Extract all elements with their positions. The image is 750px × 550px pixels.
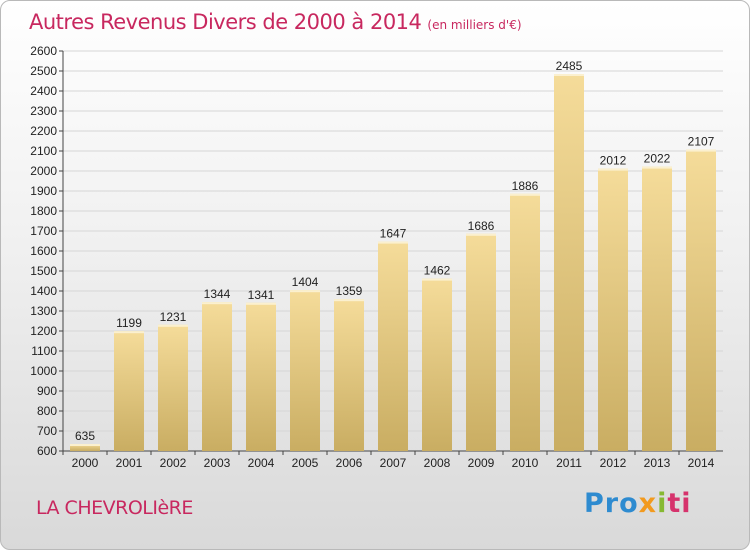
- value-label: 1359: [336, 284, 363, 298]
- bar: [378, 241, 408, 451]
- y-tick-label: 1200: [30, 324, 57, 338]
- bar-top-highlight: [686, 149, 716, 152]
- bar: [642, 166, 672, 451]
- bar: [510, 193, 540, 452]
- bar-top-highlight: [70, 444, 100, 446]
- bar: [202, 302, 232, 451]
- bar-top-highlight: [422, 278, 452, 281]
- title-text: Autres Revenus Divers de 2000 à 2014: [29, 10, 422, 34]
- x-tick-label: 2010: [512, 456, 539, 470]
- bar-top-highlight: [114, 331, 144, 334]
- x-tick-label: 2002: [160, 456, 187, 470]
- x-tick-label: 2013: [644, 456, 671, 470]
- logo-part-1: Pro: [584, 488, 639, 519]
- x-tick-label: 2001: [116, 456, 143, 470]
- bar-top-highlight: [642, 166, 672, 169]
- y-tick-label: 1600: [30, 244, 57, 258]
- logo-part-4: ti: [667, 488, 692, 519]
- bar-top-highlight: [510, 193, 540, 196]
- bar-top-highlight: [466, 233, 496, 236]
- bar-top-highlight: [554, 74, 584, 76]
- bar: [598, 168, 628, 451]
- bar: [158, 324, 188, 451]
- x-tick-label: 2008: [424, 456, 451, 470]
- place-name: LA CHEVROLIèRE: [36, 497, 193, 519]
- chart-title: Autres Revenus Divers de 2000 à 2014 (en …: [29, 10, 522, 34]
- x-tick-label: 2004: [248, 456, 275, 470]
- bar-top-highlight: [290, 290, 320, 293]
- x-tick-label: 2014: [688, 456, 715, 470]
- bar: [114, 331, 144, 451]
- y-tick-label: 800: [37, 404, 57, 418]
- bar: [334, 299, 364, 451]
- y-tick-label: 1500: [30, 264, 57, 278]
- value-label: 1886: [512, 179, 539, 193]
- x-tick-label: 2003: [204, 456, 231, 470]
- value-label: 635: [75, 429, 95, 443]
- y-tick-label: 2200: [30, 124, 57, 138]
- value-labels: 635 1199 1231 1344 1341 1404 1359 1647 1462 1686 1…: [75, 59, 715, 443]
- x-tick-label: 2009: [468, 456, 495, 470]
- value-label: 1462: [424, 264, 451, 278]
- value-label: 1341: [248, 288, 275, 302]
- y-tick-label: 1700: [30, 224, 57, 238]
- bar: [466, 233, 496, 451]
- y-tick-label: 1900: [30, 184, 57, 198]
- x-tick-label: 2007: [380, 456, 407, 470]
- x-tick-label: 2012: [600, 456, 627, 470]
- x-tick-label: 2000: [72, 456, 99, 470]
- y-tick-label: 2000: [30, 164, 57, 178]
- value-label: 1686: [468, 219, 495, 233]
- y-tick-label: 1800: [30, 204, 57, 218]
- bar: [246, 302, 276, 451]
- value-label: 1344: [204, 287, 231, 301]
- y-tick-label: 2100: [30, 144, 57, 158]
- bar-top-highlight: [334, 299, 364, 302]
- bar-top-highlight: [598, 168, 628, 171]
- bar: [70, 444, 100, 451]
- logo-part-3: i: [657, 488, 668, 519]
- x-tick-label: 2011: [556, 456, 582, 470]
- value-label: 2012: [600, 154, 627, 168]
- y-tick-label: 1100: [31, 344, 57, 358]
- value-label: 2107: [688, 135, 715, 149]
- y-tick-label: 1400: [30, 284, 57, 298]
- bar: [686, 149, 716, 451]
- y-tick-label: 2600: [30, 44, 57, 58]
- y-tick-label: 2500: [30, 64, 57, 78]
- bar: [290, 290, 320, 451]
- value-label: 1647: [380, 227, 407, 241]
- y-tick-label: 600: [37, 444, 57, 458]
- logo-part-2: x: [638, 488, 658, 519]
- bar: [422, 278, 452, 451]
- value-label: 1404: [292, 275, 319, 289]
- value-label: 1199: [116, 316, 142, 330]
- bar-top-highlight: [378, 241, 408, 244]
- y-tick-label: 1000: [30, 364, 57, 378]
- x-tick-label: 2005: [292, 456, 319, 470]
- y-tick-label: 700: [37, 424, 57, 438]
- y-tick-label: 900: [37, 384, 57, 398]
- proxiti-logo: Proxiti: [584, 488, 692, 519]
- subtitle-text: (en milliers d'€): [427, 18, 522, 32]
- value-label: 2485: [556, 59, 583, 73]
- bar-top-highlight: [202, 302, 232, 305]
- x-tick-label: 2006: [336, 456, 363, 470]
- value-label: 1231: [160, 310, 187, 324]
- value-label: 2022: [644, 152, 671, 166]
- y-tick-label: 2400: [30, 84, 57, 98]
- bar-top-highlight: [158, 324, 188, 327]
- bar-top-highlight: [246, 302, 276, 305]
- y-tick-label: 1300: [30, 304, 57, 318]
- bars: [70, 74, 716, 452]
- bar: [554, 74, 584, 451]
- y-tick-label: 2300: [30, 104, 57, 118]
